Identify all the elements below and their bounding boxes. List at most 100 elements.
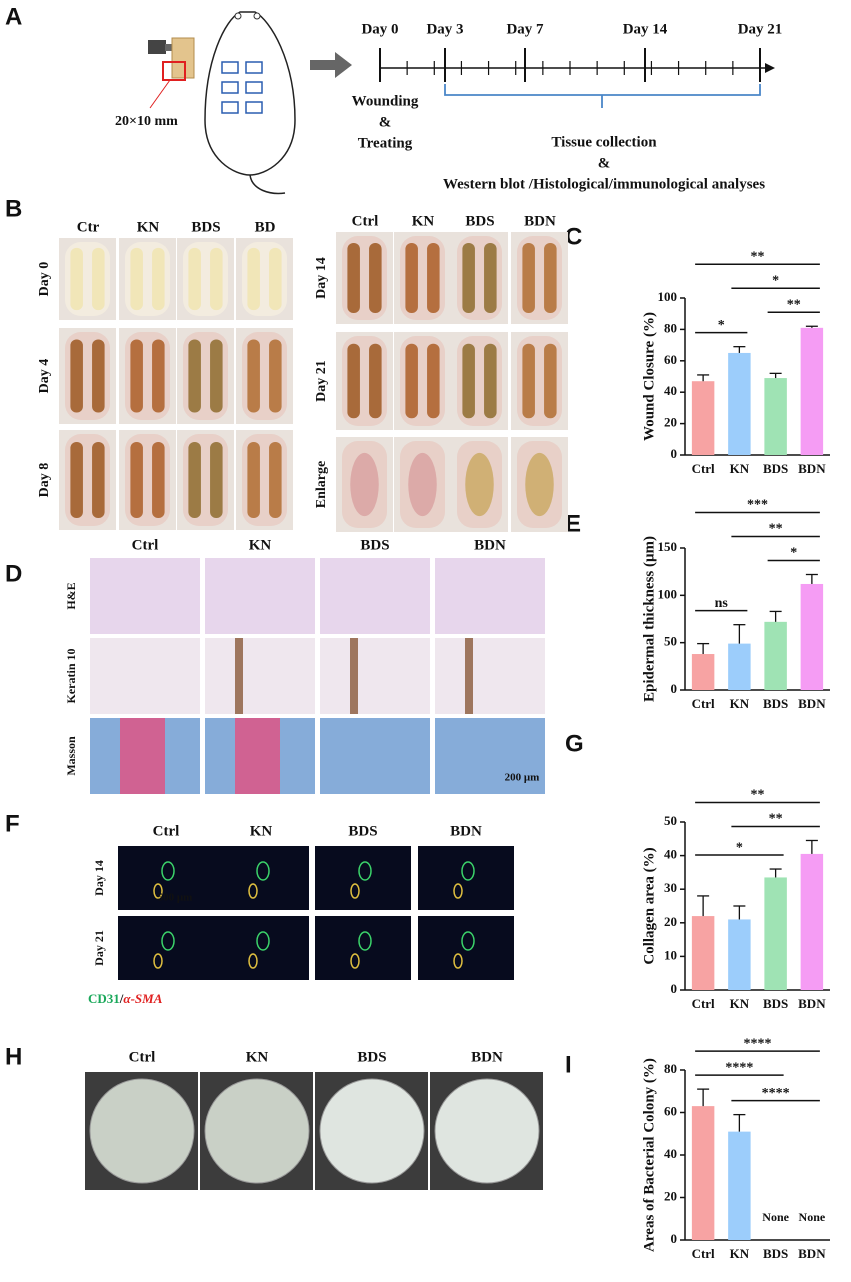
significance-label: * xyxy=(718,318,725,333)
scale-label: 500 μm xyxy=(158,892,193,904)
significance-label: ** xyxy=(769,812,783,827)
legend-entry: / xyxy=(119,991,124,1006)
x-tick-label: Ctrl xyxy=(692,996,715,1011)
if-row-label: Day 21 xyxy=(92,930,106,966)
bar xyxy=(800,853,824,990)
histology-image xyxy=(320,718,430,794)
x-tick-label: KN xyxy=(730,696,750,711)
y-tick-label: 80 xyxy=(664,1061,677,1076)
bar xyxy=(764,877,787,990)
significance-label: * xyxy=(736,840,743,855)
histology-image xyxy=(435,638,545,714)
plate-label: Ctrl xyxy=(129,1049,156,1065)
collection-bracket xyxy=(444,84,761,108)
collagen-stripe xyxy=(235,718,280,794)
wound xyxy=(347,343,360,419)
wound xyxy=(408,452,437,517)
wound xyxy=(465,452,494,517)
y-tick-label: 80 xyxy=(664,320,677,335)
value-label: None xyxy=(799,1210,826,1224)
histology-image xyxy=(90,638,200,714)
bar xyxy=(764,378,787,455)
x-tick-label: KN xyxy=(730,461,750,476)
stain-legend: CD31/α-SMA xyxy=(88,991,163,1006)
bar xyxy=(800,583,824,690)
panel-letter: D xyxy=(5,560,22,587)
y-tick-label: 150 xyxy=(658,539,678,554)
wound xyxy=(369,243,382,313)
panel-letter: E xyxy=(565,510,581,537)
photo-row-label: Day 0 xyxy=(37,262,52,297)
x-tick-label: Ctrl xyxy=(692,461,715,476)
y-tick-label: 100 xyxy=(658,289,678,304)
photo-column-label: Ctr xyxy=(77,219,100,235)
wound xyxy=(544,343,557,419)
wound xyxy=(152,339,165,413)
photo-column-label: BDN xyxy=(524,213,556,229)
vessel xyxy=(248,883,258,899)
analysis-note: Tissue collection xyxy=(551,134,657,150)
histology-image xyxy=(435,558,545,634)
vessel xyxy=(256,931,270,951)
significance-label: * xyxy=(790,546,797,561)
value-label: None xyxy=(762,1210,789,1224)
histology-column-label: BDN xyxy=(474,537,506,553)
petri-dish xyxy=(434,1078,540,1184)
histology-image xyxy=(90,558,200,634)
wound xyxy=(405,243,418,313)
vessel xyxy=(161,931,175,951)
wound xyxy=(130,247,143,311)
photo-row-label: Enlarge xyxy=(314,461,329,508)
y-tick-label: 30 xyxy=(664,880,677,895)
y-axis-label: Wound Closure (%) xyxy=(641,312,657,441)
y-tick-label: 0 xyxy=(671,1231,678,1246)
if-image xyxy=(213,846,309,910)
wound xyxy=(247,339,260,413)
bar xyxy=(691,1106,715,1240)
bar xyxy=(691,381,715,455)
wound xyxy=(210,247,223,311)
wound xyxy=(130,339,143,413)
treatment-note: & xyxy=(379,114,392,130)
vessel xyxy=(358,861,372,881)
wound xyxy=(484,243,497,313)
significance-label: *** xyxy=(747,498,768,513)
y-tick-label: 50 xyxy=(664,634,677,649)
vessel xyxy=(161,861,175,881)
y-tick-label: 40 xyxy=(664,847,677,862)
y-tick-label: 10 xyxy=(664,947,677,962)
histology-row-label: Masson xyxy=(64,736,78,776)
if-image xyxy=(315,916,411,980)
plate-label: KN xyxy=(246,1049,269,1065)
wound xyxy=(462,243,475,313)
histology-image xyxy=(205,558,315,634)
histology-column-label: KN xyxy=(249,537,272,553)
y-tick-label: 0 xyxy=(671,981,678,996)
y-axis-label: Collagen area (%) xyxy=(641,847,657,964)
wound xyxy=(70,339,83,413)
x-tick-label: BDN xyxy=(798,1246,826,1261)
analysis-note: & xyxy=(598,155,611,171)
plate-label: BDS xyxy=(357,1049,386,1065)
wound xyxy=(544,243,557,313)
histology-image xyxy=(205,638,315,714)
y-tick-label: 0 xyxy=(671,681,678,696)
x-tick-label: Ctrl xyxy=(692,696,715,711)
significance-label: **** xyxy=(744,1036,772,1051)
wound xyxy=(210,442,223,518)
y-axis-label: Areas of Bacterial Colony (%) xyxy=(641,1058,657,1252)
if-column-label: KN xyxy=(250,823,273,839)
y-tick-label: 40 xyxy=(664,1146,677,1161)
wound xyxy=(188,339,201,413)
vessel xyxy=(350,953,360,969)
size-label: 20×10 mm xyxy=(115,114,178,129)
y-tick-label: 20 xyxy=(664,1188,677,1203)
vessel xyxy=(248,953,258,969)
panel-letter: G xyxy=(565,730,584,757)
if-image xyxy=(118,916,214,980)
wound xyxy=(70,247,83,311)
legend-entry: α-SMA xyxy=(123,991,162,1006)
vessel xyxy=(256,861,270,881)
y-tick-label: 100 xyxy=(658,586,678,601)
